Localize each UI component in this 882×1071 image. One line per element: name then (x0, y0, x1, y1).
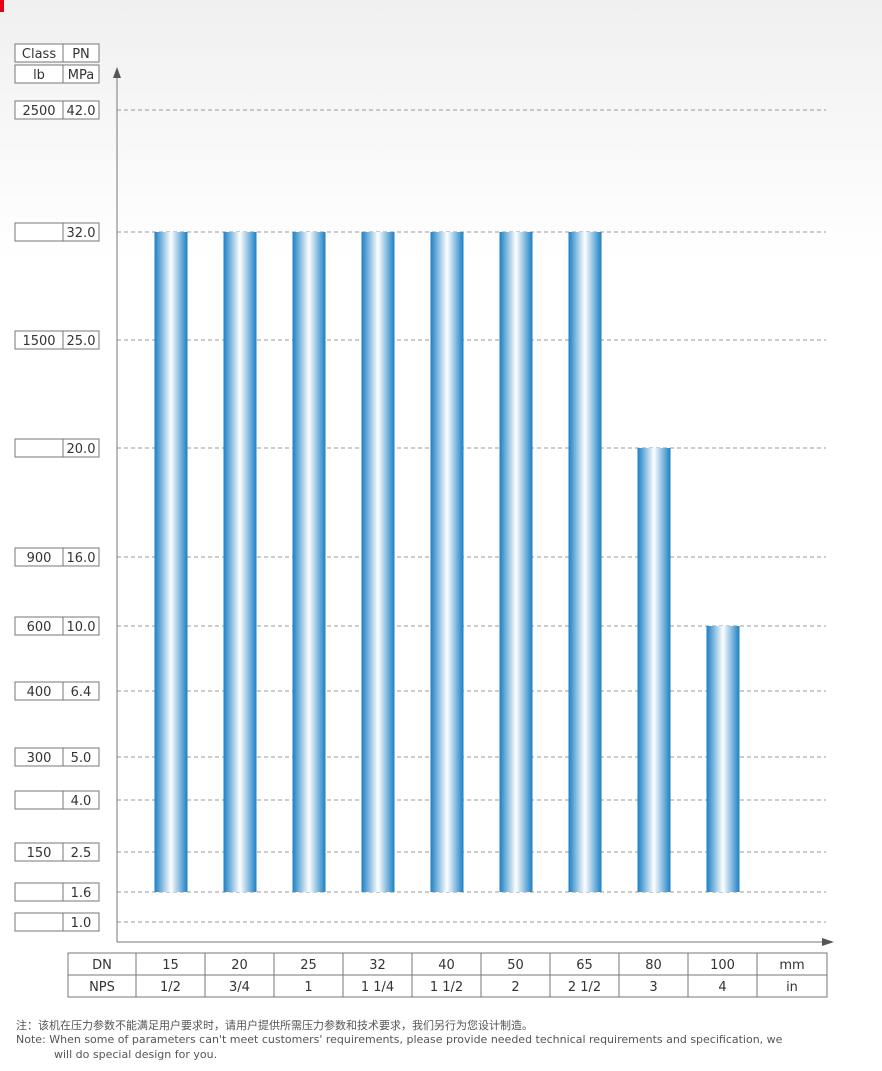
pn-label-5.0: 5.0 (71, 751, 92, 766)
class-label-2500: 2500 (22, 104, 55, 119)
row-label-dn: DN (92, 958, 112, 973)
note-english-line1: Note: When some of parameters can't meet… (16, 1033, 783, 1046)
level-box-6.4 (14, 681, 100, 701)
header-row2-left-label: lb (33, 68, 45, 83)
note-chinese: 注：该机在压力参数不能满足用户要求时，请用户提供所需压力参数和技术要求，我们另行… (16, 1019, 533, 1032)
bar-dn-15 (154, 232, 188, 892)
bars (154, 232, 740, 892)
class-label-400: 400 (27, 685, 52, 700)
nps-tick-7: 2 1/2 (568, 980, 601, 995)
unit-in: in (786, 980, 798, 995)
bar-dn-65 (568, 232, 602, 892)
dn-tick-32: 32 (369, 958, 386, 973)
class-label-150: 150 (27, 846, 52, 861)
header-row1-left-label: Class (22, 47, 56, 62)
bar-dn-50 (499, 232, 533, 892)
pn-label-42.0: 42.0 (67, 104, 96, 119)
nps-tick-2: 3/4 (229, 980, 250, 995)
level-box-10.0 (14, 616, 100, 636)
axes (113, 67, 834, 946)
pn-label-1.6: 1.6 (71, 886, 92, 901)
nps-tick-5: 1 1/2 (430, 980, 463, 995)
note-english-line2: will do special design for you. (54, 1048, 218, 1061)
nps-tick-1: 1/2 (160, 980, 181, 995)
dn-tick-15: 15 (162, 958, 179, 973)
y-axis-arrow (113, 67, 121, 78)
level-box-20.0 (14, 438, 100, 458)
x-axis-arrow (822, 938, 834, 946)
dn-tick-40: 40 (438, 958, 455, 973)
header-row1-right-label: PN (72, 47, 90, 62)
class-label-600: 600 (27, 620, 52, 635)
nps-tick-9: 4 (718, 980, 726, 995)
nps-tick-4: 1 1/4 (361, 980, 394, 995)
pn-label-25.0: 25.0 (67, 334, 96, 349)
bar-dn-80 (637, 448, 671, 892)
dn-tick-50: 50 (507, 958, 524, 973)
level-box-25.0 (14, 330, 100, 350)
level-box-2.5 (14, 842, 100, 862)
dn-tick-80: 80 (645, 958, 662, 973)
nps-tick-8: 3 (649, 980, 657, 995)
pn-label-32.0: 32.0 (67, 226, 96, 241)
class-label-900: 900 (27, 551, 52, 566)
nps-tick-3: 1 (304, 980, 312, 995)
level-box-42.0 (14, 100, 100, 120)
pn-label-10.0: 10.0 (67, 620, 96, 635)
bar-dn-100 (706, 626, 740, 892)
header-row1-box (14, 43, 100, 63)
x-axis-table: DN NPS 15 1/2 20 3/4 25 1 32 1 1/4 40 1 1/2 50 2 65 2 1… (67, 952, 828, 998)
header-row2-right-label: MPa (68, 68, 94, 83)
bar-dn-20 (223, 232, 257, 892)
pn-label-6.4: 6.4 (71, 685, 92, 700)
class-label-1500: 1500 (22, 334, 55, 349)
red-corner-mark (0, 0, 4, 12)
dn-tick-100: 100 (710, 958, 735, 973)
bar-dn-32 (361, 232, 395, 892)
pn-label-2.5: 2.5 (71, 846, 92, 861)
dn-tick-65: 65 (576, 958, 593, 973)
header-row2-box (14, 64, 100, 84)
pn-label-4.0: 4.0 (71, 794, 92, 809)
level-box-5.0 (14, 747, 100, 767)
row-label-nps: NPS (89, 980, 115, 995)
y-axis-label-boxes: Class PN lb MPa 2500 42.0 32.0 1500 25.0 20.0 900 1… (14, 43, 100, 932)
dn-tick-20: 20 (231, 958, 248, 973)
level-box-1.6 (14, 882, 100, 902)
bar-dn-25 (292, 232, 326, 892)
bar-dn-40 (430, 232, 464, 892)
unit-mm: mm (779, 958, 804, 973)
nps-tick-6: 2 (511, 980, 519, 995)
level-box-1.0 (14, 912, 100, 932)
level-box-4.0 (14, 790, 100, 810)
class-label-300: 300 (27, 751, 52, 766)
header-gradient (0, 0, 882, 260)
dn-tick-25: 25 (300, 958, 317, 973)
pn-label-1.0: 1.0 (71, 916, 92, 931)
level-box-16.0 (14, 547, 100, 567)
level-box-32.0 (14, 222, 100, 242)
pn-label-20.0: 20.0 (67, 442, 96, 457)
pn-label-16.0: 16.0 (67, 551, 96, 566)
